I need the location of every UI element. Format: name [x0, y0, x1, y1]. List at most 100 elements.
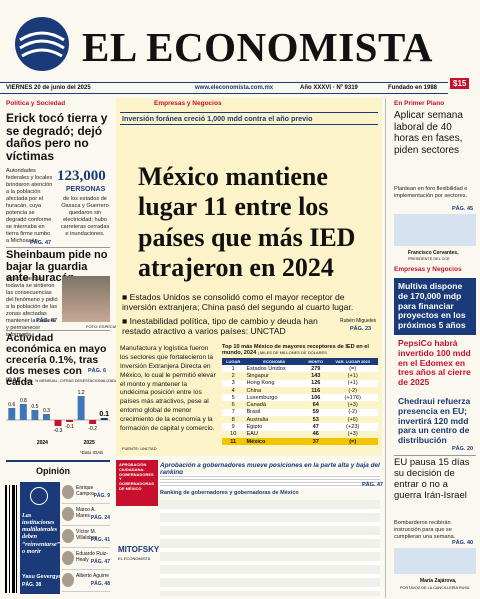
author: Rubén Migueles: [340, 318, 377, 324]
headline: Erick tocó tierra y se degradó; dejó dañ…: [6, 111, 108, 163]
cell: 7: [231, 409, 235, 416]
cell: 46: [312, 431, 319, 438]
table-row: 9 Egipto 47 (+23): [222, 423, 378, 431]
stat: 123,000: [57, 168, 106, 184]
value-label: 0.1: [99, 411, 109, 418]
table-row: 10 EAU 46 (+3): [222, 430, 378, 438]
table-title: Top 10 más México de mayores receptores …: [222, 344, 378, 356]
divider: [6, 460, 110, 462]
table-row: 8 Australia 53 (+6): [222, 416, 378, 424]
source: *Dato IOAE: [80, 450, 104, 455]
column-header: ECONOMÍA: [263, 359, 286, 364]
cell: (+3): [347, 431, 358, 438]
page-ref: PÁG. 38: [22, 582, 42, 588]
table-row: 7 Brasil 59 (-2): [222, 408, 378, 417]
cell: China: [246, 387, 262, 394]
website: www.eleconomista.com.mx: [195, 85, 274, 91]
headline: Aplicar semana laboral de 40 horas en fa…: [394, 110, 463, 156]
brief: Chedraui refuerza presencia en EU; inver…: [398, 396, 471, 446]
cell: 47: [312, 424, 319, 431]
table-title-text: Top 10 más México de mayores receptores …: [222, 344, 369, 357]
page-ref: PÁG. 40: [452, 540, 474, 546]
table-row: 3 Hong Kong 126 (+1): [222, 379, 378, 387]
table-row: 6 Canadá 64 (+3): [222, 401, 378, 409]
section-label: En Primer Plano: [394, 100, 445, 107]
columnist-name: Enrique Campos: [76, 485, 95, 497]
ranking-table: [160, 500, 380, 596]
photo: [62, 573, 74, 587]
columnist-list: Enrique Campos PÁG. 9 Marco A. Mares PÁG. 2…: [62, 482, 110, 592]
columnist-name: Víctor M. Villalobos: [76, 529, 98, 541]
bullet-text: Inestabilidad política, tipo de cambio y…: [122, 316, 318, 336]
lead-box: [116, 98, 382, 456]
date: VIERNES 20 de junio del 2025: [6, 85, 91, 91]
section-label: Empresas y Negocios: [154, 100, 222, 107]
masthead-bar: [0, 82, 448, 94]
page-ref: PÁG. 47: [90, 559, 110, 565]
cell: Estados Unidos: [246, 365, 286, 372]
page-ref: PÁG. 47: [362, 482, 384, 488]
icon: [30, 487, 48, 505]
stat-text: de los estados de Oaxaca y Guerrero qued…: [60, 196, 110, 237]
column-header: LUGAR: [226, 359, 241, 364]
page-ref: PÁG. 23: [350, 326, 372, 332]
x-label: 2024: [37, 440, 48, 446]
value-label: 0.6: [8, 402, 15, 408]
page-ref: PÁG. 20: [452, 446, 474, 452]
caption-sub: PORTAVOZ DE LA CANCILLERÍA RUSA: [400, 586, 470, 590]
photo: [62, 507, 74, 521]
cell: 59: [312, 409, 319, 416]
bar: [66, 420, 74, 422]
bullet: Bombarderos recibirán instrucción para q…: [394, 520, 456, 540]
body-text: Manufactura y logística fueron los secto…: [120, 345, 216, 433]
cell: (+1): [347, 380, 358, 387]
related-box: [394, 548, 476, 574]
value-label: -0.2: [88, 426, 97, 432]
cell: (=): [349, 365, 357, 372]
photo: [62, 529, 74, 543]
section-label: Empresas y Negocios: [394, 266, 462, 273]
columnist: Enrique Campos PÁG. 9: [62, 482, 110, 504]
page-ref: PÁG. 48: [90, 581, 110, 587]
table-row: 2 Singapur 143 (+1): [222, 372, 378, 380]
value-label: -0.1: [65, 424, 74, 430]
page-ref: PÁG. 41: [90, 537, 110, 543]
caption-sub: PRESIDENTE DEL CCE: [408, 257, 450, 261]
page-ref: PÁG. 6: [88, 368, 107, 374]
logo-sub: EL ECONOMISTA: [118, 556, 151, 561]
x-label: 2025: [84, 440, 95, 446]
author: Yasu Gevergyan: [22, 574, 65, 580]
cell: 116: [311, 387, 321, 394]
divider: [6, 330, 110, 331]
table-unit: | MILES DE MILLONES DE DÓLARES: [257, 350, 327, 356]
bullet: Plantean en foro flexibilidad e implemen…: [394, 186, 468, 199]
bullet: Autoridades federales y locales brindaro…: [6, 168, 53, 244]
table-row: 4 China 116 (-2): [222, 386, 378, 395]
cell: 126: [311, 380, 321, 387]
bar: [89, 420, 97, 424]
cell: (=): [349, 438, 357, 445]
logo-text: MITOFSKY: [118, 545, 160, 554]
page-ref: PÁG. 47: [36, 318, 58, 324]
cell: 143: [311, 372, 321, 379]
price: $15: [450, 78, 470, 89]
opinion-headline: Las instituciones multilaterales deben “…: [22, 512, 60, 555]
cell: Luxemburgo: [246, 394, 278, 401]
columnist: Alberto Aguirre PÁG. 48: [62, 570, 110, 592]
headline: Sheinbaum pide no bajar la guardia ante …: [6, 249, 108, 285]
cell: 6: [231, 402, 235, 409]
columnist-name: Alberto Aguirre: [76, 573, 110, 579]
cell: (-2): [348, 409, 358, 416]
founded: Fundado en 1988: [388, 85, 438, 91]
value-label: 0.8: [20, 398, 27, 404]
cell: 3: [231, 380, 235, 387]
chart-subtitle: (VAR. % MENSUAL, CIFRAS DESESTACIONALIZA…: [24, 379, 122, 383]
columnist-name: Eduardo Ruiz-Healy: [76, 551, 108, 563]
divider: [394, 455, 476, 456]
cell: (+23): [346, 424, 360, 431]
cell: (+1): [347, 372, 358, 379]
headline: EU pausa 15 días su decisión de entrar o…: [394, 457, 470, 501]
brief: Multiva dispone de 170,000 mdp para fina…: [394, 278, 476, 335]
cell: Canadá: [246, 402, 267, 409]
cell: 279: [311, 365, 321, 372]
